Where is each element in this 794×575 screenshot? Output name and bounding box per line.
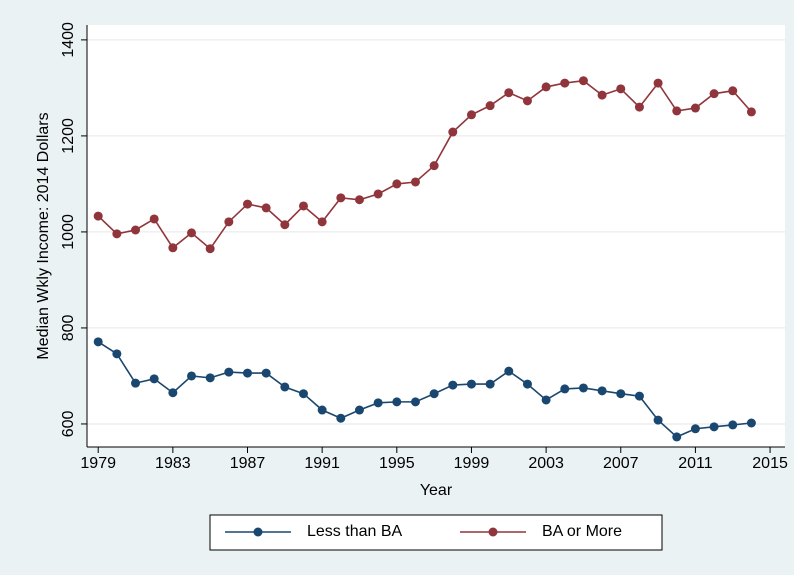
data-point [560,384,570,394]
data-point [261,203,271,213]
x-tick-label: 1983 [155,455,191,472]
y-axis-label: Median Wkly Income: 2014 Dollars [35,112,52,359]
data-point [131,225,141,235]
data-point [93,337,103,347]
data-point [578,76,588,86]
data-point [243,199,253,209]
data-point [298,389,308,399]
data-point [616,389,626,399]
y-tick-label: 1200 [60,118,77,154]
data-point [597,90,607,100]
data-point [149,214,159,224]
data-point [429,389,439,399]
data-point [728,420,738,430]
legend-marker [253,527,263,537]
data-point [392,179,402,189]
data-point [541,82,551,92]
data-point [168,243,178,253]
data-point [336,413,346,423]
data-point [541,395,551,405]
data-point [728,86,738,96]
data-point [634,391,644,401]
legend-label: BA or More [542,523,622,540]
x-tick-label: 1987 [230,455,266,472]
data-point [336,193,346,203]
data-point [298,201,308,211]
data-point [93,211,103,221]
data-point [410,397,420,407]
x-tick-label: 2011 [678,455,713,472]
data-point [205,373,215,383]
data-point [522,96,532,106]
data-point [709,89,719,99]
data-point [448,127,458,137]
data-point [709,422,719,432]
data-point [317,405,327,415]
data-point [653,415,663,425]
x-tick-label: 2007 [603,455,639,472]
data-point [373,189,383,199]
x-tick-label: 1999 [454,455,490,472]
y-tick-label: 1400 [60,22,77,58]
x-axis-label: Year [420,482,453,499]
data-point [466,379,476,389]
data-point [634,102,644,112]
data-point [280,382,290,392]
data-point [504,366,514,376]
data-point [560,78,570,88]
data-point [504,88,514,98]
x-tick-label: 1991 [304,455,340,472]
data-point [224,217,234,227]
data-point [187,371,197,381]
data-point [280,220,290,230]
data-point [112,349,122,359]
data-point [746,418,756,428]
data-point [205,244,215,254]
data-point [187,228,197,238]
data-point [410,177,420,187]
data-point [485,379,495,389]
data-point [317,217,327,227]
data-point [243,368,253,378]
x-tick-label: 1979 [80,455,116,472]
y-tick-label: 600 [60,411,77,438]
data-point [131,378,141,388]
data-point [354,195,364,205]
data-point [746,107,756,117]
y-tick-label: 800 [60,314,77,341]
data-point [168,388,178,398]
data-point [224,367,234,377]
data-point [354,405,364,415]
data-point [672,432,682,442]
data-point [112,229,122,239]
legend-marker [488,527,498,537]
data-point [429,161,439,171]
legend-label: Less than BA [307,523,403,540]
x-tick-label: 1995 [379,455,415,472]
data-point [672,106,682,116]
data-point [616,84,626,94]
data-point [373,398,383,408]
x-tick-label: 2015 [752,455,788,472]
data-point [653,78,663,88]
x-tick-label: 2003 [528,455,564,472]
data-point [466,110,476,120]
data-point [448,380,458,390]
data-point [522,379,532,389]
data-point [690,103,700,113]
data-point [392,397,402,407]
data-point [485,101,495,111]
y-tick-label: 1000 [60,214,77,250]
data-point [690,424,700,434]
data-point [149,374,159,384]
data-point [578,383,588,393]
data-point [597,386,607,396]
data-point [261,368,271,378]
